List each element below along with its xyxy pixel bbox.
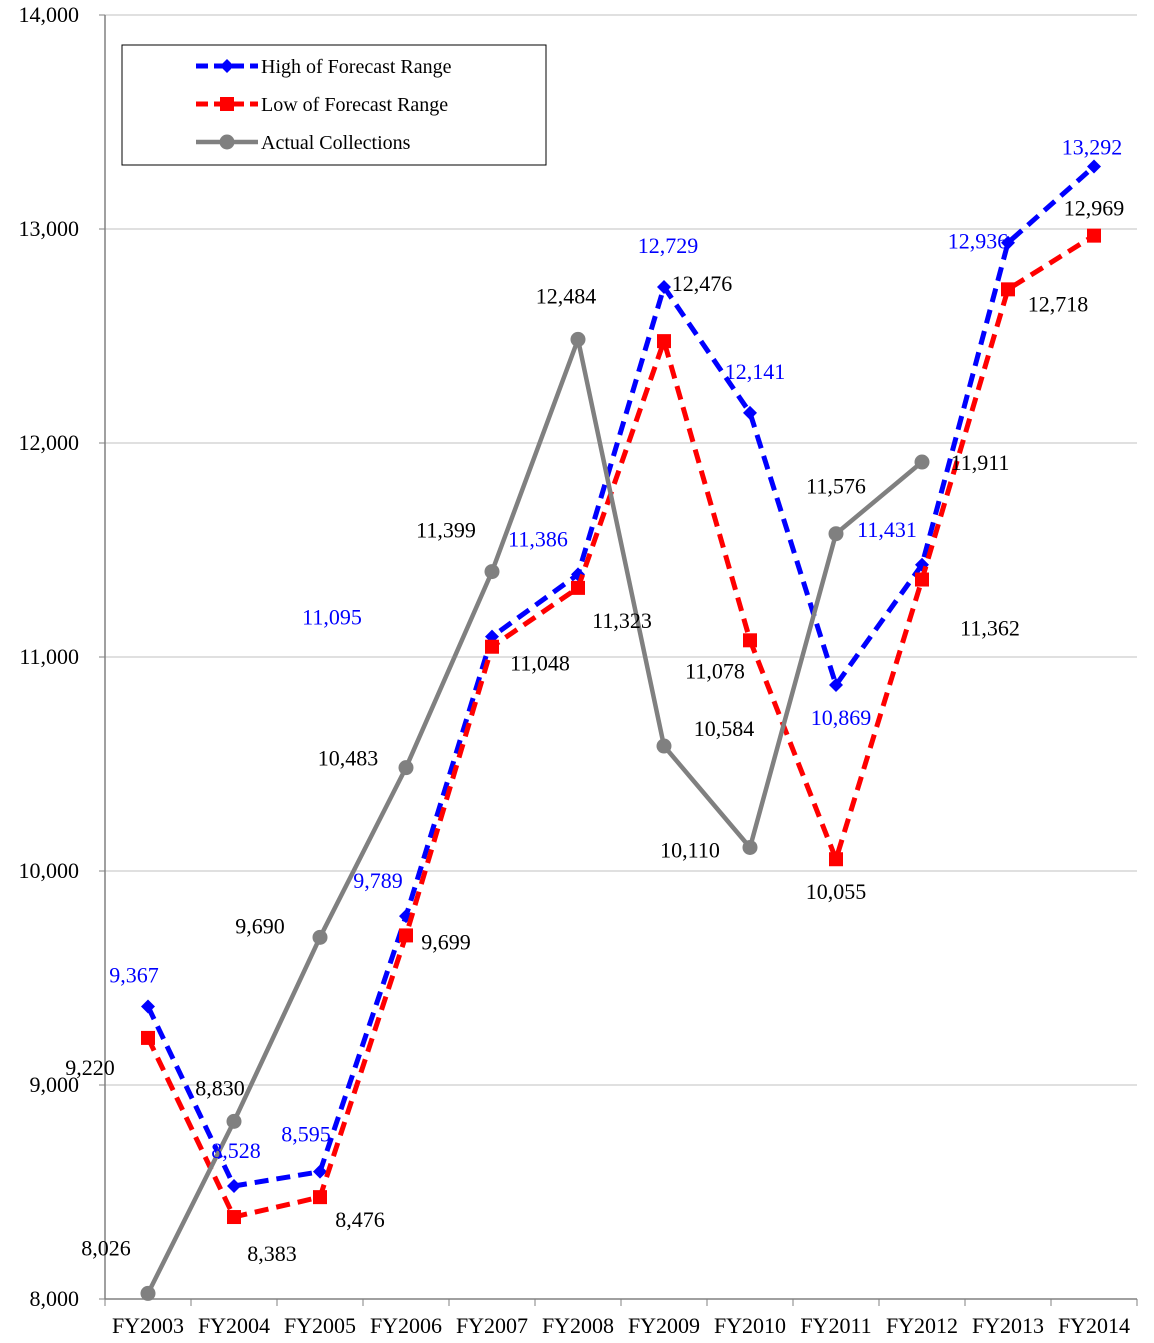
data-label-1: 11,048 bbox=[510, 651, 570, 676]
data-point-circle bbox=[828, 526, 844, 542]
y-tick-label: 13,000 bbox=[19, 216, 80, 241]
data-label-1: 8,383 bbox=[247, 1241, 297, 1266]
data-label-1: 8,476 bbox=[335, 1207, 385, 1232]
x-tick-label: FY2005 bbox=[284, 1313, 356, 1338]
data-label-0: 13,292 bbox=[1062, 135, 1123, 160]
data-point-square bbox=[571, 580, 585, 595]
series-group bbox=[140, 159, 1101, 1301]
data-point-square bbox=[1001, 282, 1015, 297]
data-point-square bbox=[485, 639, 499, 654]
data-label-2: 8,026 bbox=[81, 1235, 131, 1260]
x-tick-label: FY2009 bbox=[628, 1313, 700, 1338]
legend-entry-label: Actual Collections bbox=[261, 132, 411, 154]
data-point-square bbox=[313, 1190, 327, 1205]
data-point-circle bbox=[140, 1285, 156, 1301]
data-point-circle bbox=[398, 760, 414, 776]
data-label-2: 11,576 bbox=[806, 474, 866, 499]
data-label-2: 11,911 bbox=[951, 450, 1010, 475]
legend-entry-label: High of Forecast Range bbox=[261, 56, 452, 78]
data-label-0: 8,595 bbox=[281, 1122, 331, 1147]
data-label-0: 11,431 bbox=[857, 517, 917, 542]
data-labels: 9,367 8,528 8,595 9,789 11,095 11,386 12,729 12… bbox=[65, 135, 1124, 1267]
data-label-0: 9,367 bbox=[109, 962, 159, 987]
data-label-1: 12,476 bbox=[672, 271, 733, 296]
data-label-0: 12,141 bbox=[725, 359, 786, 384]
legend-entry-label: Low of Forecast Range bbox=[261, 94, 448, 116]
x-tick-label: FY2011 bbox=[800, 1313, 871, 1338]
data-point-square bbox=[399, 928, 413, 943]
axes: 8,000 9,000 10,000 11,000 12,000 13,000 14,000… bbox=[19, 2, 1138, 1338]
data-point-diamond bbox=[141, 999, 155, 1014]
data-label-2: 12,484 bbox=[536, 283, 597, 308]
data-point-diamond bbox=[220, 59, 234, 73]
data-point-diamond bbox=[1087, 159, 1101, 174]
data-label-1: 12,718 bbox=[1028, 291, 1089, 316]
data-point-square bbox=[915, 572, 929, 587]
x-tick-label: FY2008 bbox=[542, 1313, 614, 1338]
y-tick-label: 9,000 bbox=[30, 1072, 80, 1097]
data-label-1: 9,220 bbox=[65, 1055, 115, 1080]
data-point-circle bbox=[312, 929, 328, 945]
series-line-2 bbox=[145, 337, 924, 1295]
data-label-2: 9,690 bbox=[235, 913, 285, 938]
data-label-2: 11,399 bbox=[416, 518, 476, 543]
data-label-0: 12,936 bbox=[948, 229, 1009, 254]
data-label-0: 11,095 bbox=[302, 605, 362, 630]
x-tick-label: FY2006 bbox=[370, 1313, 442, 1338]
data-label-0: 11,386 bbox=[508, 526, 568, 551]
y-tick-label: 12,000 bbox=[19, 430, 80, 455]
data-label-2: 10,584 bbox=[694, 716, 755, 741]
data-point-diamond bbox=[743, 405, 757, 420]
data-point-diamond bbox=[1001, 235, 1015, 250]
data-point-circle bbox=[742, 839, 758, 855]
data-point-circle bbox=[219, 134, 235, 150]
data-point-circle bbox=[656, 738, 672, 754]
data-point-square bbox=[743, 633, 757, 648]
data-label-0: 12,729 bbox=[638, 233, 699, 258]
data-point-circle bbox=[570, 331, 586, 347]
legend: High of Forecast Range Low of Forecast Ra… bbox=[121, 44, 547, 166]
data-label-1: 9,699 bbox=[421, 929, 471, 954]
data-label-1: 11,078 bbox=[685, 658, 745, 683]
series-line-0 bbox=[145, 164, 1096, 1189]
data-point-diamond bbox=[227, 1179, 241, 1194]
data-point-square bbox=[227, 1210, 241, 1225]
data-point-square bbox=[829, 852, 843, 867]
y-tick-label: 10,000 bbox=[19, 858, 80, 883]
x-tick-label: FY2012 bbox=[886, 1313, 958, 1338]
y-tick-label: 14,000 bbox=[19, 2, 80, 27]
data-label-1: 10,055 bbox=[806, 879, 867, 904]
data-point-diamond bbox=[829, 678, 843, 693]
data-label-2: 8,830 bbox=[195, 1075, 245, 1100]
data-point-circle bbox=[914, 454, 930, 470]
x-tick-label: FY2013 bbox=[972, 1313, 1044, 1338]
x-tick-label: FY2010 bbox=[714, 1313, 786, 1338]
data-label-2: 10,110 bbox=[660, 837, 720, 862]
series-line-1 bbox=[145, 233, 1096, 1220]
data-point-diamond bbox=[657, 279, 671, 294]
data-label-2: 10,483 bbox=[318, 746, 379, 771]
data-point-diamond bbox=[313, 1164, 327, 1179]
x-tick-label: FY2003 bbox=[112, 1313, 184, 1338]
data-label-0: 10,869 bbox=[811, 705, 872, 730]
gridlines bbox=[105, 14, 1137, 1086]
x-tick-label: FY2014 bbox=[1058, 1313, 1130, 1338]
data-label-1: 11,323 bbox=[592, 608, 652, 633]
data-point-square bbox=[220, 97, 234, 111]
data-point-square bbox=[1087, 228, 1101, 243]
data-label-1: 11,362 bbox=[960, 616, 1020, 641]
legend-box bbox=[121, 44, 547, 166]
data-label-0: 9,789 bbox=[353, 868, 403, 893]
x-tick-label: FY2007 bbox=[456, 1313, 528, 1338]
x-tick-label: FY2004 bbox=[198, 1313, 270, 1338]
data-label-0: 8,528 bbox=[211, 1138, 261, 1163]
data-point-square bbox=[141, 1030, 155, 1045]
data-point-circle bbox=[484, 564, 500, 580]
y-tick-label: 8,000 bbox=[30, 1286, 80, 1311]
y-tick-label: 11,000 bbox=[19, 644, 79, 669]
data-point-square bbox=[657, 334, 671, 349]
data-point-circle bbox=[226, 1113, 242, 1129]
data-label-1: 12,969 bbox=[1064, 196, 1125, 221]
